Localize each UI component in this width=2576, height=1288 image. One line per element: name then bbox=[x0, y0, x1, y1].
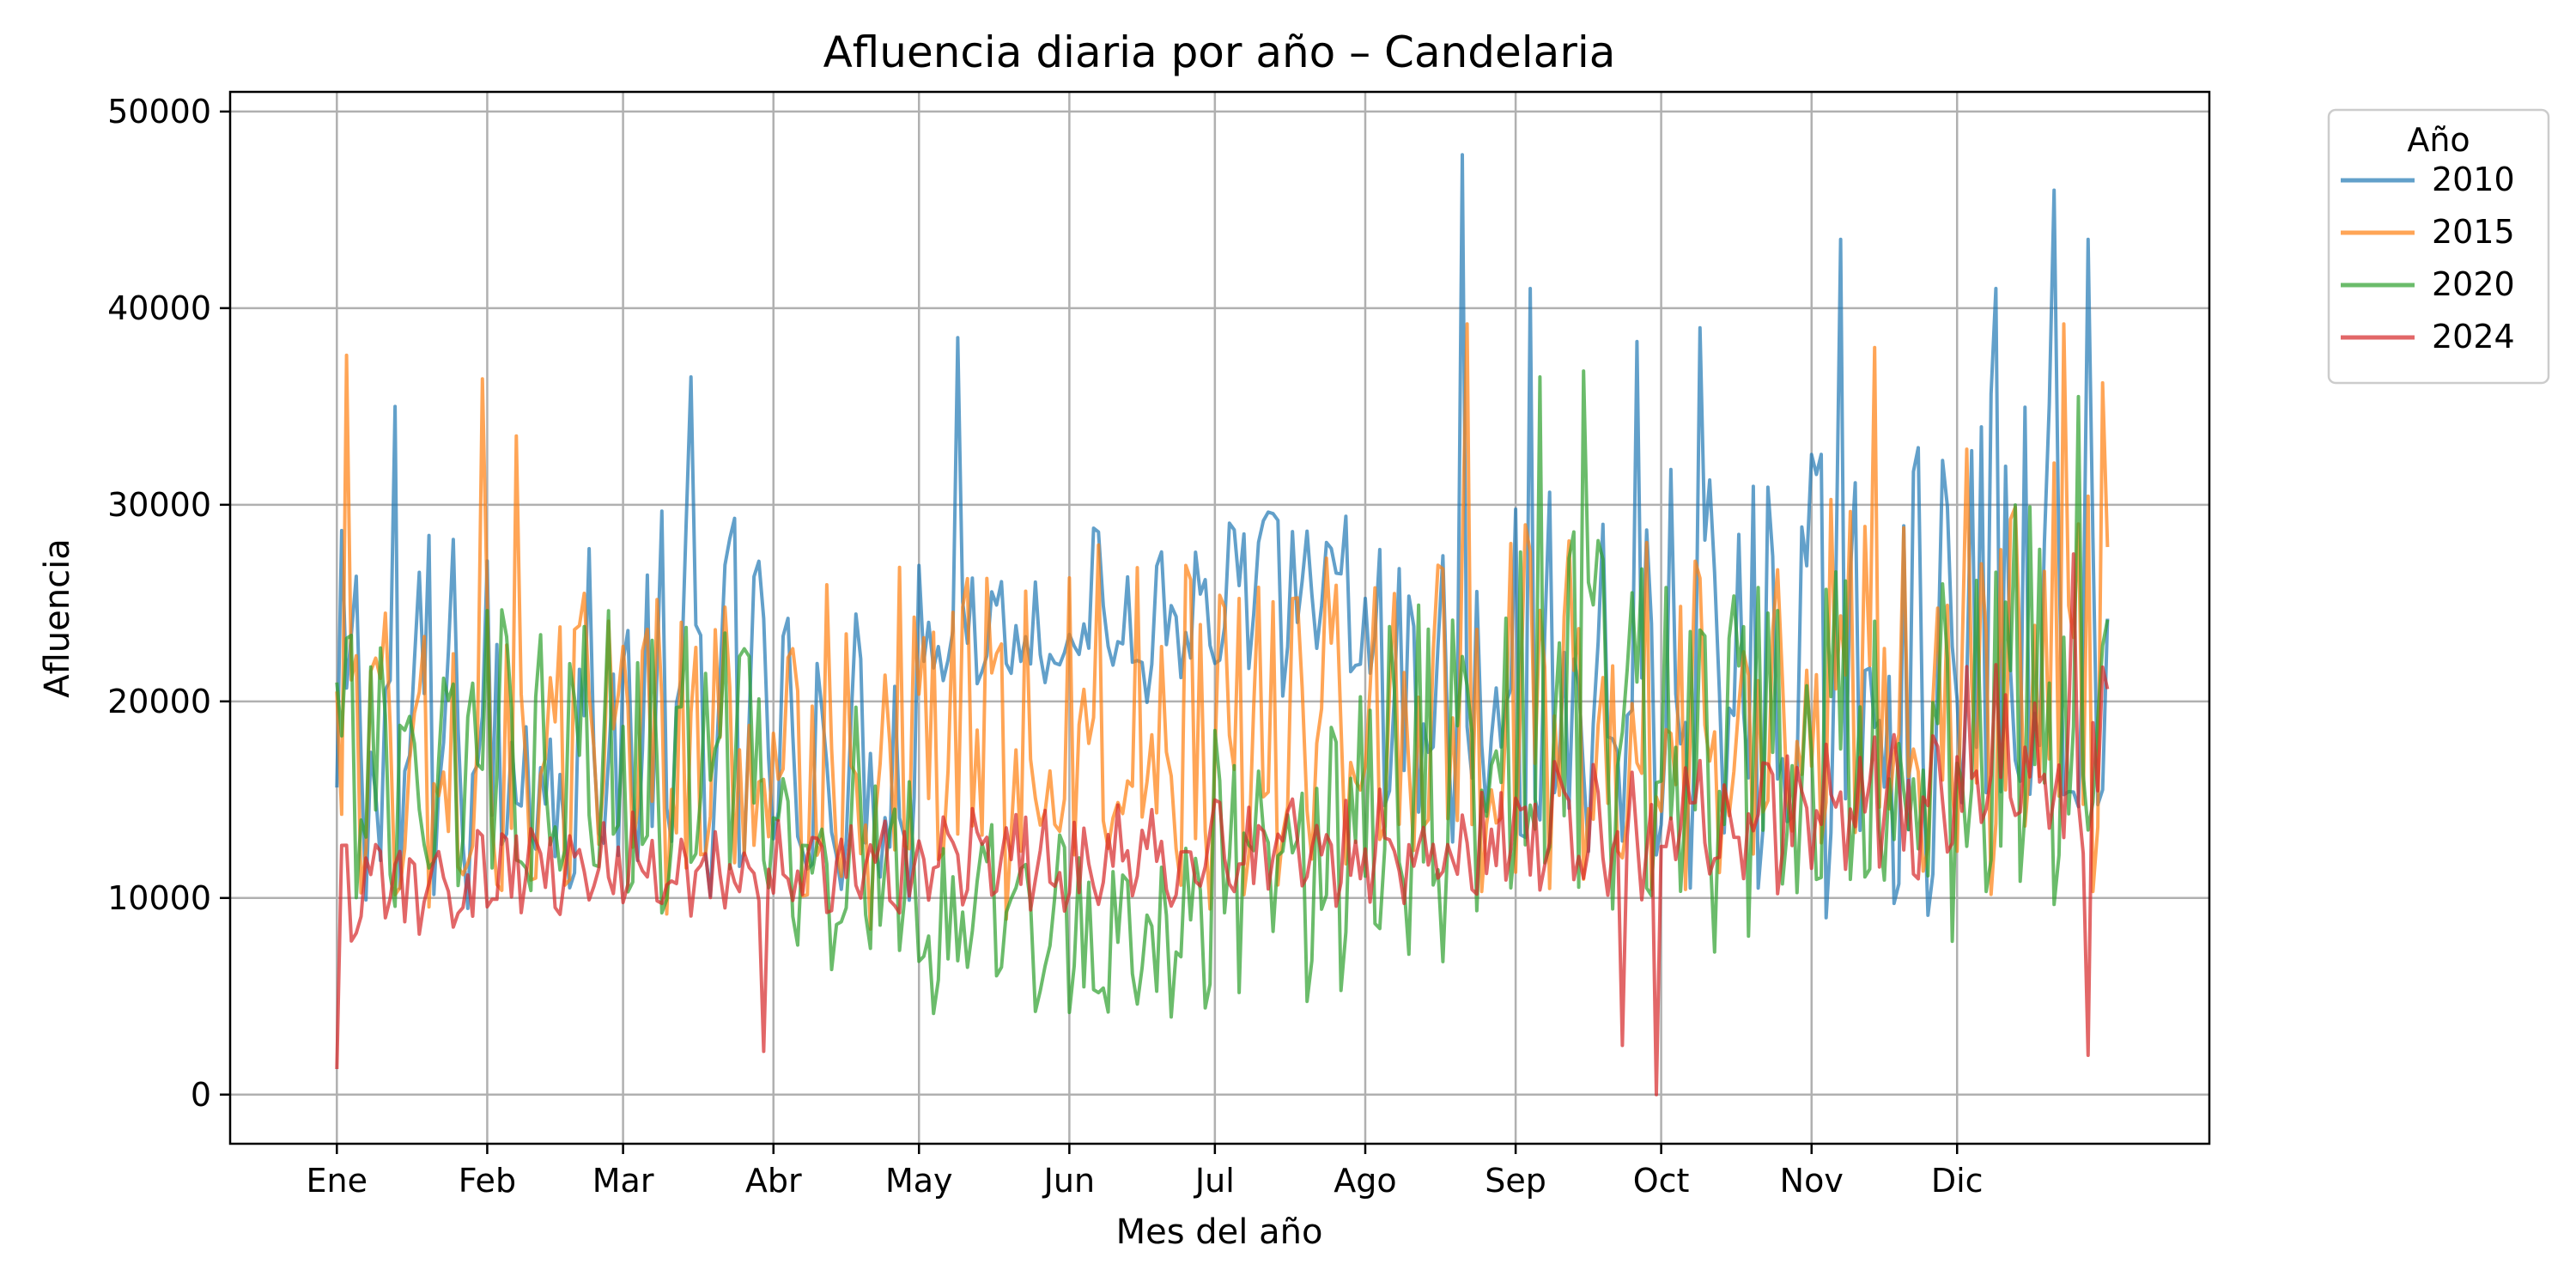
x-axis-ticks: Ene Feb Mar Abr May Jun Jul Ago Sep Oct Nov Dic bbox=[307, 1144, 1984, 1200]
legend-label-2020: 2020 bbox=[2432, 265, 2515, 303]
series-line-2010 bbox=[335, 153, 2110, 920]
y-axis-ticks: 0 10000 20000 30000 40000 50000 bbox=[107, 93, 230, 1114]
y-tick-label: 50000 bbox=[107, 93, 211, 131]
plot-frame bbox=[228, 90, 2211, 1145]
x-tick-label: Sep bbox=[1485, 1162, 1546, 1200]
y-tick-label: 20000 bbox=[107, 683, 211, 720]
y-axis-label: Afluencia bbox=[38, 538, 77, 698]
x-tick-label: Oct bbox=[1633, 1162, 1690, 1200]
x-tick-label: Mar bbox=[592, 1162, 654, 1200]
legend-label-2015: 2015 bbox=[2432, 213, 2515, 251]
x-tick-label: Abr bbox=[745, 1162, 802, 1200]
legend: Año 2010 2015 2020 2024 bbox=[2327, 108, 2550, 385]
y-tick-label: 40000 bbox=[107, 289, 211, 327]
x-tick-label: Feb bbox=[459, 1162, 516, 1200]
x-tick-label: Ago bbox=[1334, 1162, 1396, 1200]
y-tick-label: 30000 bbox=[107, 486, 211, 524]
x-tick-label: Dic bbox=[1931, 1162, 1984, 1200]
x-tick-label: Jun bbox=[1042, 1162, 1095, 1200]
chart-title: Afluencia diaria por año – Candelaria bbox=[823, 27, 1616, 77]
x-tick-label: Ene bbox=[307, 1162, 368, 1200]
x-axis-label: Mes del año bbox=[1116, 1212, 1323, 1252]
legend-items: 2010 2015 2020 2024 bbox=[2341, 161, 2515, 355]
x-tick-label: Jul bbox=[1194, 1162, 1235, 1200]
series-lines bbox=[335, 153, 2110, 1097]
x-tick-label: May bbox=[885, 1162, 953, 1200]
legend-title: Año bbox=[2407, 121, 2470, 159]
y-tick-label: 0 bbox=[191, 1076, 211, 1114]
grid bbox=[230, 92, 2209, 1144]
x-tick-label: Nov bbox=[1780, 1162, 1844, 1200]
legend-label-2010: 2010 bbox=[2432, 161, 2515, 198]
legend-label-2024: 2024 bbox=[2432, 318, 2515, 355]
y-tick-label: 10000 bbox=[107, 879, 211, 917]
series-line-2024 bbox=[335, 552, 2110, 1097]
